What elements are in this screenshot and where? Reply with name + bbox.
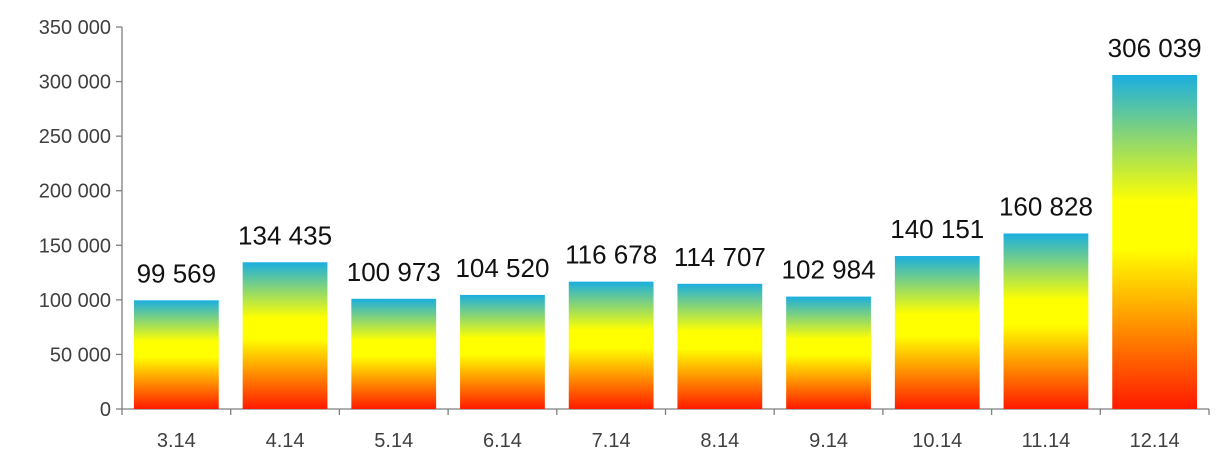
bar-8.14 <box>677 283 763 409</box>
bar-10.14 <box>894 256 980 409</box>
bar-12.14 <box>1112 74 1198 410</box>
y-tick-label: 0 <box>100 399 111 421</box>
data-label: 140 151 <box>890 214 984 244</box>
x-tick-label: 9.14 <box>809 430 848 452</box>
bar-9.14 <box>786 296 871 409</box>
bar-7.14 <box>568 281 654 409</box>
y-tick-label: 150 000 <box>39 235 111 257</box>
data-label: 104 520 <box>455 253 549 283</box>
data-label: 116 678 <box>565 240 657 270</box>
x-tick-label: 12.14 <box>1130 430 1180 452</box>
data-label: 114 707 <box>674 242 766 272</box>
bar-11.14 <box>1003 233 1089 409</box>
bar-6.14 <box>460 294 545 409</box>
y-tick-label: 200 000 <box>39 181 111 203</box>
data-label: 100 973 <box>347 257 441 287</box>
data-label: 306 039 <box>1108 33 1202 63</box>
data-label: 160 828 <box>999 191 1093 221</box>
data-label: 134 435 <box>238 220 332 250</box>
data-labels: 99 569 134 435 100 973 104 520 116 678 114 70… <box>137 33 1202 288</box>
y-tick-label: 300 000 <box>39 72 111 94</box>
y-axis: 0 50 000 100 000 150 000 200 000 250 000 300 0… <box>39 17 123 421</box>
x-tick-label: 3.14 <box>157 430 196 452</box>
bar-3.14 <box>133 300 219 409</box>
y-tick-label: 100 000 <box>39 290 111 312</box>
x-tick-label: 11.14 <box>1022 430 1071 452</box>
y-tick-label: 350 000 <box>39 17 111 39</box>
bars <box>133 74 1198 410</box>
data-label: 102 984 <box>782 255 876 285</box>
x-tick-label: 8.14 <box>700 430 739 452</box>
x-tick-label: 6.14 <box>483 430 522 452</box>
x-tick-label: 7.14 <box>592 430 631 452</box>
bar-4.14 <box>242 262 328 409</box>
x-tick-label: 4.14 <box>266 430 305 452</box>
bar-5.14 <box>351 298 437 409</box>
x-tick-label: 5.14 <box>374 430 413 452</box>
y-tick-label: 250 000 <box>39 126 111 148</box>
data-label: 99 569 <box>137 258 217 288</box>
x-tick-label: 10.14 <box>912 430 962 452</box>
y-tick-label: 50 000 <box>50 344 111 366</box>
x-axis: 3.14 4.14 5.14 6.14 7.14 8.14 9.14 10.14 11.14 12… <box>121 408 1210 452</box>
